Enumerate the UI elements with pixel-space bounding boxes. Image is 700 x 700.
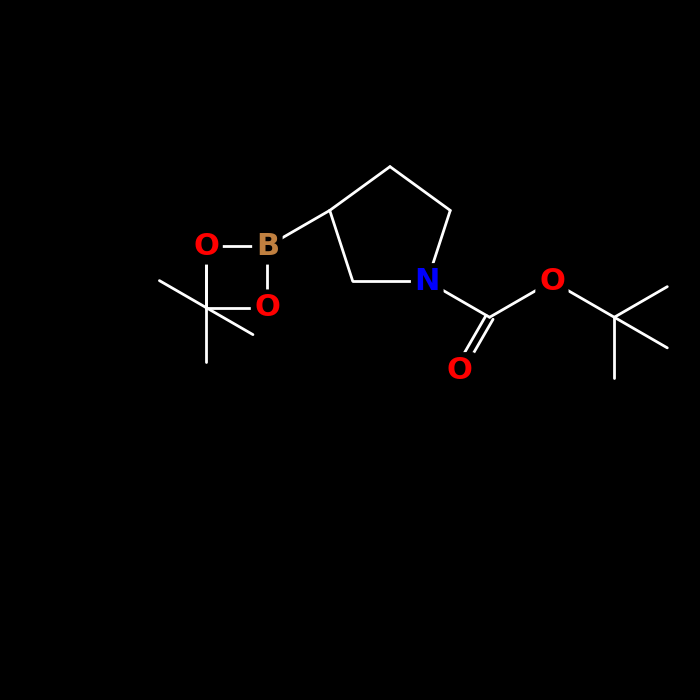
Text: O: O [254,293,280,322]
Text: N: N [414,267,440,296]
Text: O: O [193,232,219,261]
Text: O: O [539,267,565,296]
Text: O: O [446,356,472,385]
Text: B: B [256,232,279,261]
